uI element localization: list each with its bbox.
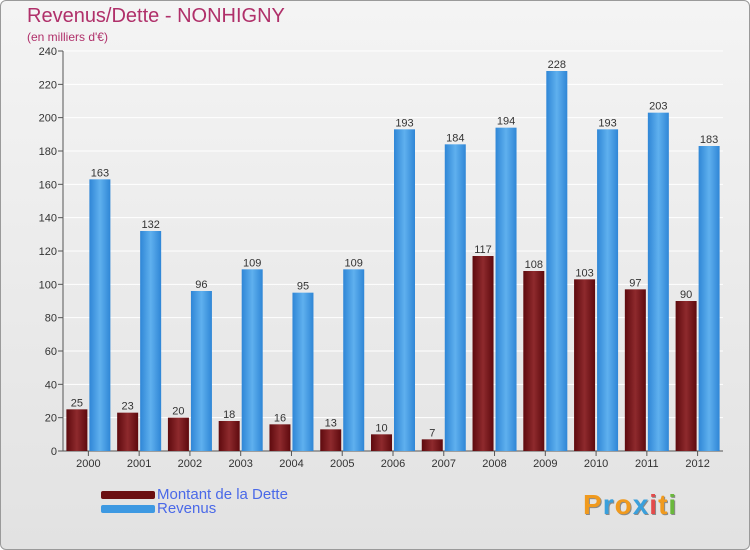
y-tick-label: 160 [39, 179, 57, 191]
logo-letter: o [614, 489, 633, 520]
dette-bar [371, 434, 392, 451]
revenus-bar [698, 146, 720, 451]
x-tick-label: 2004 [279, 458, 303, 470]
logo-letter: P [583, 489, 603, 520]
x-tick-label: 2009 [533, 458, 557, 470]
data-label: 18 [223, 409, 235, 421]
data-label: 103 [575, 267, 593, 279]
y-tick-label: 120 [39, 246, 57, 258]
y-tick-label: 80 [45, 313, 57, 325]
data-label: 96 [195, 279, 207, 291]
y-tick-label: 240 [39, 46, 57, 58]
x-tick-label: 2006 [381, 458, 405, 470]
legend-label-revenus: Revenus [157, 500, 217, 517]
y-tick-label: 20 [45, 413, 57, 425]
logo-letter: i [668, 489, 678, 520]
x-tick-label: 2007 [432, 458, 456, 470]
data-label: 23 [122, 401, 134, 413]
chart-title: Revenus/Dette - NONHIGNY [27, 5, 285, 27]
data-label: 90 [680, 289, 692, 301]
logo-letter: t [658, 489, 669, 520]
data-label: 117 [474, 244, 492, 256]
y-tick-label: 220 [39, 79, 57, 91]
dette-bar [472, 256, 494, 451]
y-tick-label: 200 [39, 113, 57, 125]
dette-bar [421, 439, 443, 451]
dette-bar [624, 289, 646, 451]
dette-bar [218, 421, 240, 451]
logo-letter: i [649, 489, 659, 520]
data-label: 203 [649, 101, 667, 113]
data-label: 13 [325, 417, 337, 429]
x-tick-label: 2008 [482, 458, 506, 470]
revenus-bar [343, 269, 365, 451]
x-tick-label: 2011 [635, 458, 659, 470]
chart-subtitle: (en milliers d'€) [27, 30, 108, 44]
dette-bar [320, 429, 342, 451]
proxiti-logo: Proxiti [583, 489, 677, 521]
data-label: 95 [297, 281, 309, 293]
legend-swatch-revenus [101, 505, 155, 513]
y-tick-label: 60 [45, 346, 57, 358]
dette-bar [66, 409, 88, 451]
data-label: 109 [243, 257, 261, 269]
dette-bar [574, 279, 596, 451]
data-label: 184 [446, 132, 464, 144]
data-label: 193 [395, 117, 413, 129]
x-tick-label: 2012 [685, 458, 709, 470]
x-tick-label: 2001 [127, 458, 151, 470]
dette-bar [117, 412, 139, 451]
x-tick-label: 2005 [330, 458, 354, 470]
revenus-bar [140, 231, 162, 451]
y-tick-label: 180 [39, 146, 57, 158]
data-label: 194 [497, 116, 515, 128]
data-label: 108 [525, 259, 543, 271]
revenus-bar [597, 129, 619, 452]
revenus-bar [546, 71, 568, 451]
dette-bar [269, 424, 291, 451]
data-label: 109 [345, 257, 363, 269]
revenus-bar [292, 292, 314, 451]
x-tick-label: 2000 [76, 458, 100, 470]
data-label: 97 [629, 277, 641, 289]
data-label: 132 [141, 219, 159, 231]
data-label: 183 [700, 134, 718, 146]
legend-swatch-dette [101, 491, 155, 499]
dette-bar [523, 271, 545, 451]
x-tick-label: 2010 [584, 458, 608, 470]
data-label: 20 [172, 406, 184, 418]
legend-label-dette: Montant de la Dette [157, 486, 288, 503]
revenus-bar [394, 129, 415, 452]
logo-letter: x [632, 489, 650, 520]
dette-bar [675, 301, 697, 451]
data-label: 25 [71, 397, 83, 409]
data-label: 193 [598, 117, 616, 129]
revenus-bar [89, 179, 111, 452]
y-tick-label: 100 [39, 279, 57, 291]
revenus-bar [647, 112, 669, 452]
x-tick-label: 2002 [178, 458, 202, 470]
dette-bar [167, 417, 189, 451]
data-label: 228 [548, 59, 566, 71]
y-tick-label: 140 [39, 213, 57, 225]
logo-letter: r [602, 489, 615, 520]
revenus-bar [190, 291, 212, 451]
revenus-bar [241, 269, 263, 451]
data-label: 10 [375, 422, 387, 434]
revenus-bar [495, 127, 517, 452]
data-label: 163 [91, 167, 109, 179]
y-tick-label: 0 [51, 446, 57, 458]
data-label: 16 [274, 412, 286, 424]
data-label: 7 [429, 427, 435, 439]
revenus-bar [444, 144, 466, 452]
y-tick-label: 40 [45, 379, 57, 391]
x-tick-label: 2003 [228, 458, 252, 470]
